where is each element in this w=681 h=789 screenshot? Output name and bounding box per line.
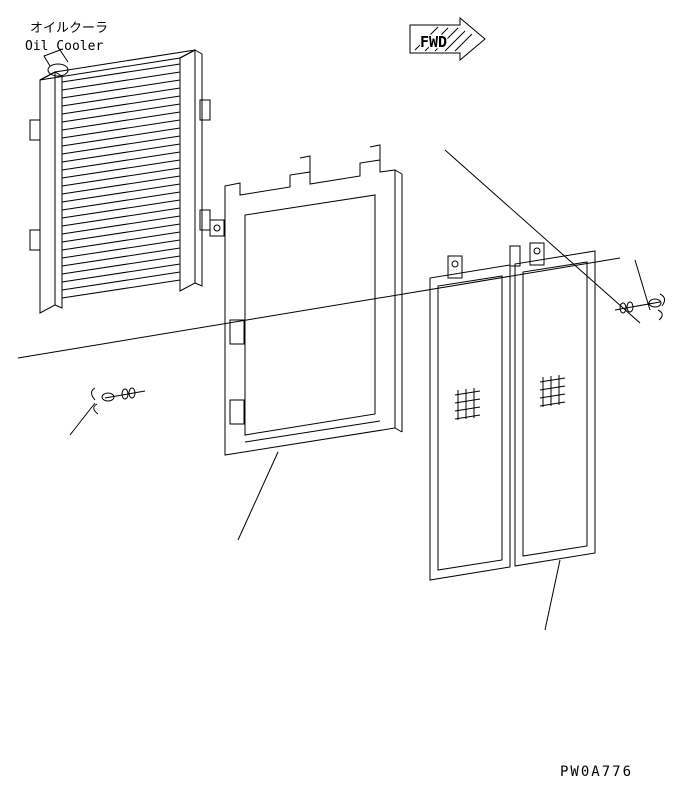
fwd-label: FWD [420, 33, 447, 51]
part-number: PW0A776 [560, 764, 633, 780]
axis-line [18, 258, 620, 358]
wing-bolt-left [92, 388, 146, 414]
diagram-canvas: FWD オイルクーラ Oil Cooler [0, 0, 681, 789]
axis-line-2 [445, 150, 640, 323]
cooler-fins [62, 64, 180, 298]
mounting-frame [210, 145, 402, 455]
oil-cooler-en-label: Oil Cooler [25, 39, 103, 54]
oil-cooler-component [30, 50, 210, 313]
fwd-arrow-icon: FWD [410, 18, 485, 60]
screen-panel [430, 243, 595, 580]
oil-cooler-jp-label: オイルクーラ [30, 21, 108, 36]
leader-line [238, 452, 278, 540]
leader-line [545, 560, 560, 630]
leader-line [635, 260, 650, 310]
leader-line [70, 403, 95, 435]
